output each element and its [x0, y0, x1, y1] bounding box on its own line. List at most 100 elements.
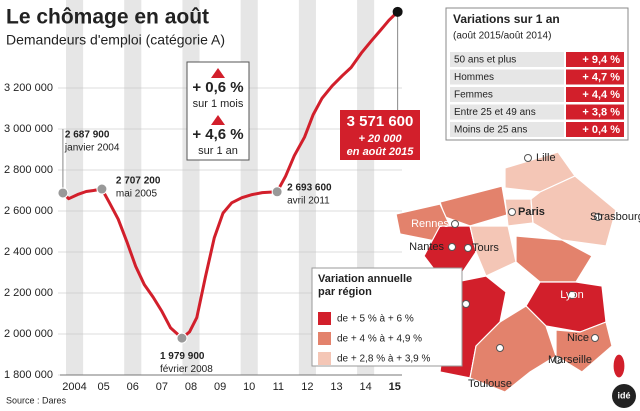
stripe	[240, 0, 258, 375]
city-label: Tours	[472, 242, 499, 254]
x-tick-label: 15	[389, 381, 401, 393]
city-label: Lille	[536, 152, 556, 164]
city-dot	[496, 344, 504, 352]
city-label: Nantes	[409, 241, 444, 253]
x-tick-label: 05	[98, 381, 110, 393]
region	[469, 225, 517, 277]
annotation-value: 2 693 600	[287, 182, 332, 193]
city-dot	[591, 334, 599, 342]
row-label: 50 ans et plus	[454, 55, 516, 66]
legend-box	[311, 267, 463, 367]
plot: 2004 05 06 07 08 09 10 11 12 13 14 15 1 800 000 2 000…	[4, 6, 420, 393]
y-tick-label: 2 600 000	[4, 205, 53, 217]
legend-title: par région	[318, 286, 372, 298]
city-dot	[451, 220, 459, 228]
change-box	[186, 61, 250, 161]
row-value: + 4,7 %	[582, 71, 620, 83]
region	[612, 353, 626, 379]
cell-bg	[566, 104, 624, 120]
x-tick-label: 10	[243, 381, 255, 393]
chart-subtitle: Demandeurs d'emploi (catégorie A)	[6, 32, 225, 48]
cell-bg	[566, 122, 624, 137]
annotation-value: 2 687 900	[65, 130, 110, 141]
point	[271, 186, 283, 198]
x-tick-label: 11	[273, 381, 284, 393]
point	[96, 183, 108, 195]
city-dot	[568, 291, 576, 299]
annotation-value: 2 707 200	[116, 176, 161, 187]
legend-label: de + 4 % à + 4,9 %	[337, 334, 422, 345]
row-bg	[450, 104, 564, 120]
row-bg	[450, 122, 564, 137]
x-tick-label: 2004	[62, 381, 86, 393]
annotation-date: février 2008	[160, 364, 213, 375]
map	[395, 151, 626, 393]
x-tick-label: 09	[214, 381, 226, 393]
y-tick-label: 1 800 000	[4, 369, 53, 381]
x-tick-label: 07	[156, 381, 168, 393]
city-dot	[554, 356, 562, 364]
cell-bg	[566, 69, 624, 85]
city-dot	[464, 244, 472, 252]
point	[176, 332, 188, 344]
legend-label: de + 2,8 % à + 3,9 %	[337, 354, 431, 365]
y-tick-label: 2 000 000	[4, 328, 53, 340]
chart-title: Le chômage en août	[6, 6, 209, 29]
city-dot	[524, 154, 532, 162]
x-tick-label: 08	[185, 381, 197, 393]
line	[61, 10, 399, 340]
x-tick-label: 14	[359, 381, 371, 393]
row-value: + 4,4 %	[582, 89, 620, 101]
triangle	[211, 68, 225, 78]
annotation-value: 1 979 900	[160, 351, 205, 362]
point	[392, 6, 403, 17]
region	[439, 185, 508, 227]
latest-date: en août 2015	[347, 146, 415, 158]
x-tick-label: 13	[330, 381, 342, 393]
row-label: Hommes	[454, 72, 494, 83]
row-label: Femmes	[454, 90, 493, 101]
logo-badge	[612, 384, 636, 408]
annotation-date: avril 2011	[287, 195, 330, 206]
city-label: Lyon	[560, 289, 583, 301]
stripe	[124, 0, 142, 375]
change-period: sur 1 mois	[193, 98, 244, 110]
row-bg	[450, 69, 564, 85]
region	[530, 175, 617, 247]
row-bg	[450, 87, 564, 102]
city-dot	[462, 300, 470, 308]
logo: idé	[617, 390, 630, 400]
city-dot	[448, 243, 456, 251]
latest-value: 3 571 600	[347, 113, 414, 130]
table: Variations sur 1 an (août 2015/août 2014)…	[445, 7, 629, 141]
stripe	[66, 0, 84, 375]
y-tick-label: 2 400 000	[4, 246, 53, 258]
city-label: Nice	[567, 332, 589, 344]
y-tick-label: 3 000 000	[4, 123, 53, 135]
change-period: sur 1 an	[198, 145, 238, 157]
row-value: + 3,8 %	[582, 106, 620, 118]
annotation-date: janvier 2004	[64, 143, 120, 154]
row-label: Moins de 25 ans	[454, 125, 527, 136]
city-label: Strasbourg	[590, 211, 640, 223]
row-label: Entre 25 et 49 ans	[454, 107, 536, 118]
city-label: Toulouse	[468, 378, 512, 390]
legend-swatch	[318, 352, 331, 365]
city-label: Paris	[518, 206, 545, 218]
point	[57, 187, 69, 199]
city-dot	[508, 208, 516, 216]
annotation-date: mai 2005	[116, 189, 158, 200]
triangle	[211, 115, 225, 125]
city-label: Rennes	[411, 218, 449, 230]
legend-label: de + 5 % à + 6 %	[337, 314, 414, 325]
row-bg	[450, 52, 564, 67]
source: Source : Dares	[6, 395, 67, 405]
legend-title: Variation annuelle	[318, 273, 412, 285]
city-dot	[594, 213, 602, 221]
x-tick-label: 06	[127, 381, 139, 393]
y-tick-label: 2 200 000	[4, 287, 53, 299]
table-title: Variations sur 1 an	[453, 12, 560, 26]
legend-swatch	[318, 312, 331, 325]
